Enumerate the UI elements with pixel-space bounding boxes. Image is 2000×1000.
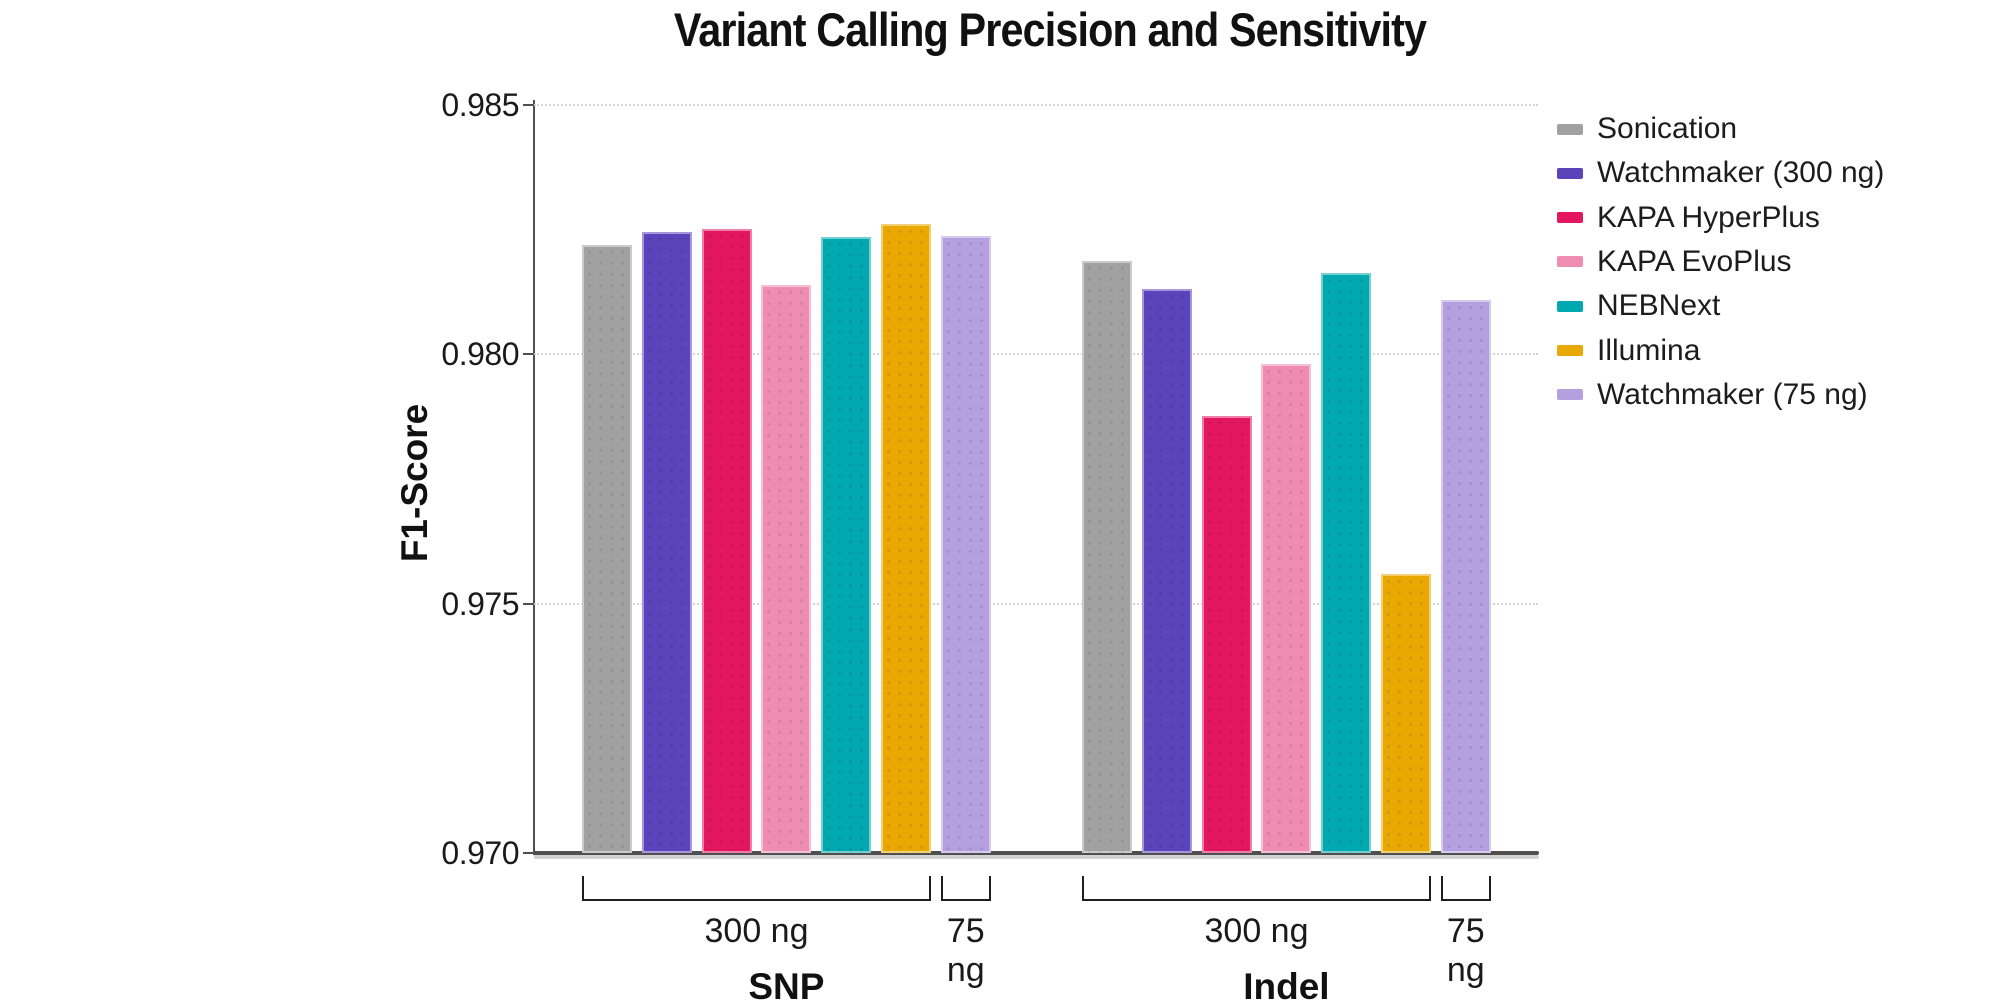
legend-item: KAPA HyperPlus — [1557, 201, 1820, 235]
legend-label: Illumina — [1597, 333, 1701, 367]
y-axis-label: F1-Score — [394, 403, 435, 563]
legend-swatch — [1557, 212, 1583, 224]
legend-swatch — [1557, 389, 1583, 401]
bar-indel-nebnext — [1321, 272, 1372, 853]
legend-item: Watchmaker (300 ng) — [1557, 156, 1884, 190]
legend-item: Watchmaker (75 ng) — [1557, 378, 1868, 412]
bracket-label: 300 ng — [704, 912, 809, 950]
legend-label: Watchmaker (75 ng) — [1597, 377, 1868, 411]
bar-indel-kapa-evoplus — [1261, 364, 1312, 853]
bar-indel-watchmaker-75-ng — [1440, 300, 1491, 853]
gridline — [534, 602, 1538, 605]
legend-item: Sonication — [1557, 112, 1737, 146]
bar-snp-illumina — [881, 224, 931, 853]
bar-snp-kapa-evoplus — [761, 284, 812, 853]
group-label-indel: Indel — [1243, 966, 1330, 1000]
y-tick-label: 0.970 — [441, 835, 519, 871]
legend-item: NEBNext — [1557, 289, 1720, 323]
y-axis-tick — [523, 852, 534, 854]
bar-indel-watchmaker-300-ng — [1141, 288, 1192, 853]
bar-snp-watchmaker-75-ng — [940, 236, 991, 853]
bracket-label: 300 ng — [1204, 912, 1309, 950]
bracket-300-ng — [1082, 876, 1431, 901]
legend-label: Watchmaker (300 ng) — [1597, 156, 1885, 190]
bar-snp-sonication — [582, 244, 632, 853]
y-axis-line — [533, 100, 535, 855]
x-axis-line — [534, 851, 1539, 855]
bar-snp-watchmaker-300-ng — [641, 232, 692, 853]
legend-swatch — [1557, 123, 1583, 135]
bracket-75-ng — [940, 876, 991, 901]
legend-swatch — [1557, 345, 1583, 356]
bracket-label: 75 ng — [1446, 912, 1485, 989]
gridline — [534, 353, 1538, 356]
legend-item: Illumina — [1557, 334, 1700, 368]
bar-snp-nebnext — [821, 236, 872, 853]
group-label-snp: SNP — [748, 966, 825, 1000]
bar-snp-kapa-hyperplus — [701, 228, 752, 853]
bracket-label: 75 ng — [946, 912, 985, 989]
bar-indel-illumina — [1381, 574, 1431, 853]
bar-indel-kapa-hyperplus — [1201, 416, 1252, 853]
legend-label: KAPA HyperPlus — [1597, 200, 1820, 234]
legend-label: Sonication — [1597, 112, 1738, 145]
gridline — [534, 104, 1538, 106]
legend-label: NEBNext — [1597, 289, 1721, 323]
chart-title: Variant Calling Precision and Sensitivit… — [673, 3, 1427, 56]
legend-swatch — [1557, 256, 1583, 268]
legend-item: KAPA EvoPlus — [1557, 245, 1792, 279]
y-tick-label: 0.975 — [441, 585, 519, 622]
y-tick-label: 0.985 — [441, 87, 519, 123]
legend-label: KAPA EvoPlus — [1597, 244, 1792, 278]
legend-swatch — [1557, 167, 1583, 179]
y-axis-tick — [523, 104, 534, 106]
y-tick-label: 0.980 — [441, 336, 519, 373]
y-axis-tick — [523, 353, 534, 356]
legend-swatch — [1557, 300, 1583, 312]
y-axis-tick — [523, 602, 534, 605]
bracket-300-ng — [582, 876, 931, 901]
bar-indel-sonication — [1082, 260, 1132, 853]
bracket-75-ng — [1440, 876, 1491, 901]
